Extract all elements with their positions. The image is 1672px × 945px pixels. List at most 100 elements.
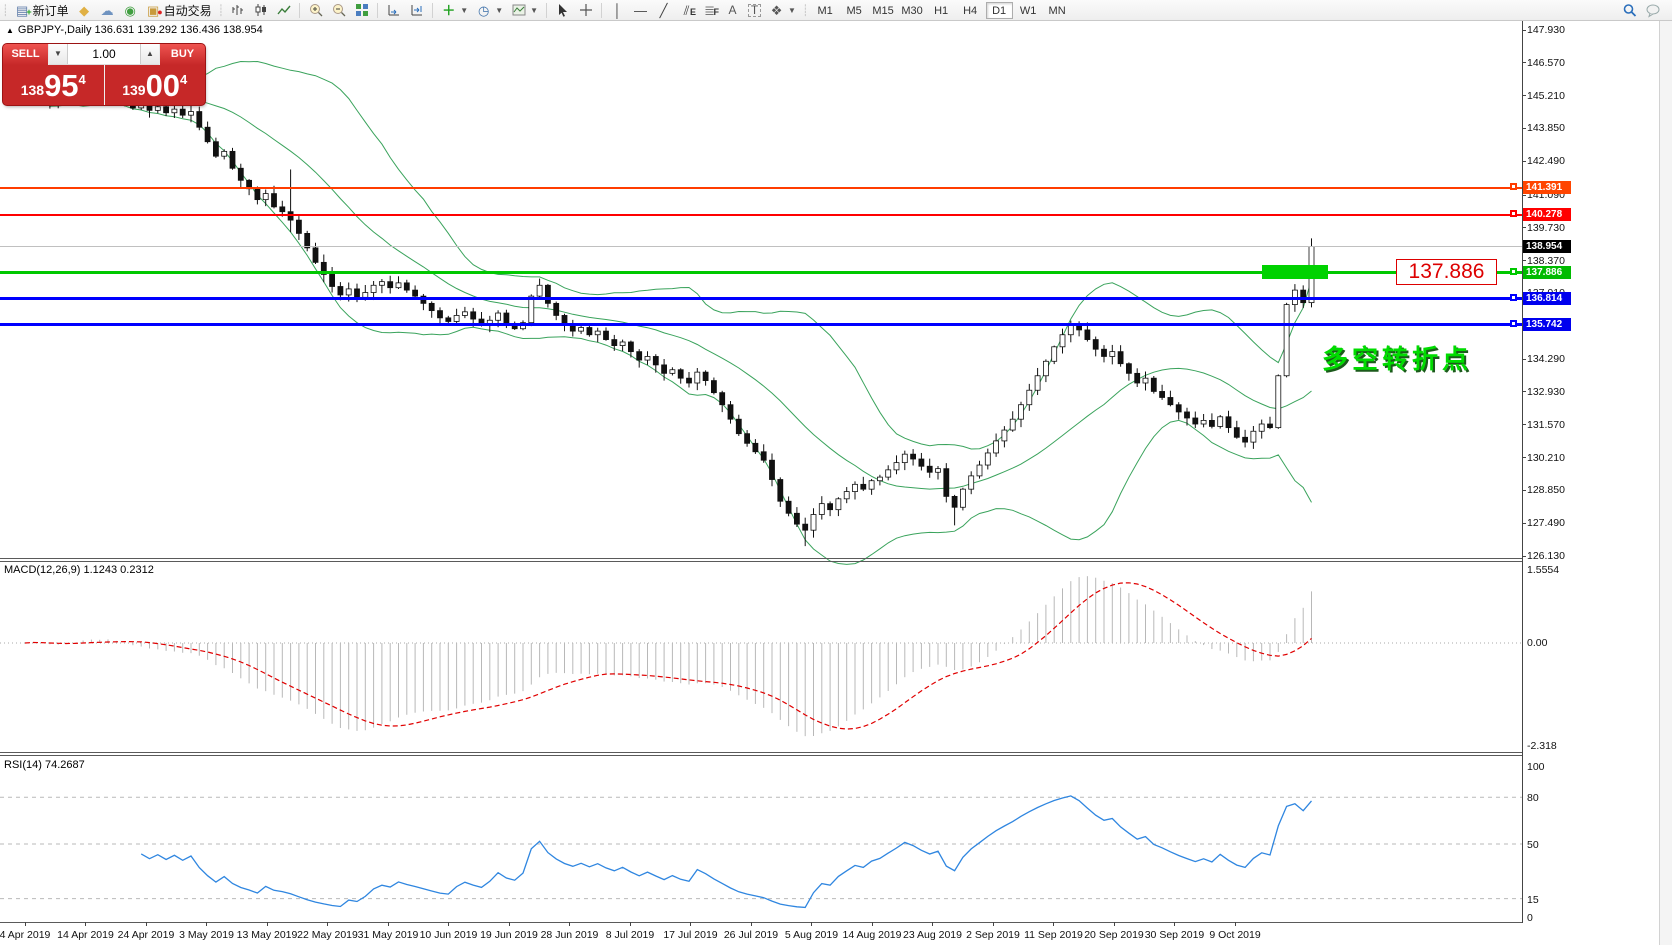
toolbar-separator [432,2,434,18]
signals-button[interactable]: ◉ [119,1,142,20]
cursor-icon [555,3,570,18]
sell-button[interactable]: SELL [3,44,49,65]
toolbar-separator [377,2,379,18]
buy-price[interactable]: 139 00 4 [105,65,206,105]
timeframe-D1[interactable]: D1 [985,1,1013,19]
add-indicator-icon: ＋ [442,2,456,18]
autotrading-label: 自动交易 [163,3,212,18]
horizontal-line-icon: — [634,2,648,18]
auto-scroll-icon [386,3,401,18]
sell-price-pip: 4 [78,72,86,87]
collapse-triangle-icon[interactable]: ▲ [6,26,14,35]
line-chart-mode-button[interactable] [272,1,295,20]
sell-price-big: 95 [44,68,79,103]
price-chart-canvas[interactable] [0,21,1672,945]
line-chart-icon [276,3,291,18]
new-order-button[interactable]: ▤ + 新订单 [11,1,73,20]
templates-button[interactable]: ▼ [507,1,542,20]
timeframe-W1[interactable]: W1 [1019,4,1037,17]
timeframe-M15[interactable]: M15 [872,4,894,17]
periods-button[interactable]: ◷ ▼ [472,1,507,20]
timeframe-MN[interactable]: MN [1048,4,1066,17]
cloud-user-icon: ☁ [100,2,114,18]
chat-button[interactable] [1641,1,1664,20]
chevron-down-icon: ▼ [460,5,469,15]
cursor-tool-button[interactable] [551,1,574,20]
fibonacci-icon: ≣ F [704,2,720,18]
search-icon [1622,3,1637,18]
new-order-icon: ▤ + [15,2,32,18]
toolbar-grip: ┊ [2,4,9,17]
candle-chart-mode-button[interactable] [249,1,272,20]
arrows-tool[interactable]: ❖ ▼ [765,1,800,20]
crosshair-icon [578,3,593,18]
trendline-icon: ╱ [659,2,668,18]
volume-decrease-button[interactable]: ▼ [49,44,68,64]
sell-price[interactable]: 138 95 4 [3,65,105,105]
zoom-in-icon [308,3,323,18]
search-button[interactable] [1618,1,1641,20]
volume-value[interactable]: 1.00 [92,47,116,61]
vertical-line-tool[interactable]: │ [606,1,629,20]
autotrading-button[interactable]: ▣ ● 自动交易 [142,1,216,20]
chevron-down-icon: ▼ [530,5,539,15]
indicators-button[interactable]: ＋ ▼ [437,1,472,20]
fibonacci-tool[interactable]: ≣ F [698,1,721,20]
chevron-down-icon: ▼ [788,5,796,15]
arrows-icon: ❖ [770,2,783,18]
timeframe-M1[interactable]: M1 [817,4,833,17]
buy-price-big: 00 [145,68,181,103]
zoom-out-button[interactable] [327,1,350,20]
zoom-in-button[interactable] [304,1,327,20]
timeframe-M5[interactable]: M5 [846,4,862,17]
chart-shift-end-button[interactable] [405,1,428,20]
clock-icon: ◷ [478,2,490,18]
toolbar-grip: ┊ [217,4,225,17]
vertical-line-icon: │ [613,2,622,18]
timeframe-H1[interactable]: H1 [934,4,949,17]
buy-button[interactable]: BUY [159,44,205,65]
timeframe-H4[interactable]: H4 [963,4,978,17]
zoom-out-icon [331,3,346,18]
data-window-button[interactable]: ☁ [96,1,119,20]
chart-shift-button[interactable]: ◆ [73,1,96,20]
auto-scroll-button[interactable] [382,1,405,20]
chat-icon [1645,3,1660,18]
autotrading-icon: ▣ ● [146,2,163,18]
template-icon [511,3,526,18]
chevron-down-icon: ▼ [495,5,504,15]
buy-price-handle: 139 [122,82,146,98]
toolbar-grip: ┊ [801,4,809,17]
candlestick-icon [253,3,268,18]
yellow-arrow-icon: ◆ [79,2,90,18]
bar-chart-mode-button[interactable] [226,1,249,20]
toolbar-separator [299,2,301,18]
volume-increase-button[interactable]: ▲ [140,44,159,64]
main-toolbar: ┊ ▤ + 新订单 ◆ ☁ ◉ ▣ ● 自动交易 ┊ [0,0,1672,21]
crosshair-tool-button[interactable] [574,1,597,20]
chart-shift-icon [409,3,424,18]
new-order-label: 新订单 [32,3,69,18]
trendline-tool[interactable]: ╱ [652,1,675,20]
one-click-trading-panel: SELL ▼ 1.00 ▲ BUY 138 95 4 139 00 4 [3,44,205,105]
sell-price-handle: 138 [20,82,45,98]
symbol-ohlc-text: GBPJPY-,Daily 136.631 139.292 136.436 13… [17,24,263,36]
bar-chart-icon [230,3,245,18]
toolbar-separator [546,2,548,18]
symbol-title: ▲ GBPJPY-,Daily 136.631 139.292 136.436 1… [6,24,263,36]
chart-workspace: ▲ GBPJPY-,Daily 136.631 139.292 136.436 1… [0,21,1672,945]
tile-windows-button[interactable] [350,1,373,20]
tile-windows-icon [354,3,369,18]
horizontal-line-tool[interactable]: — [629,1,652,20]
text-label-icon: T [748,3,762,17]
buy-price-pip: 4 [180,72,188,87]
text-tool[interactable]: A [721,1,744,20]
text-icon: A [728,2,737,17]
text-label-tool[interactable]: T [744,1,765,20]
volume-stepper: ▼ 1.00 ▲ [49,44,159,65]
equidistant-channel-icon: ⫽ E [683,2,697,18]
right-scroll-strip[interactable] [1659,21,1672,945]
timeframe-M30[interactable]: M30 [901,4,923,17]
channel-tool[interactable]: ⫽ E [675,1,698,20]
